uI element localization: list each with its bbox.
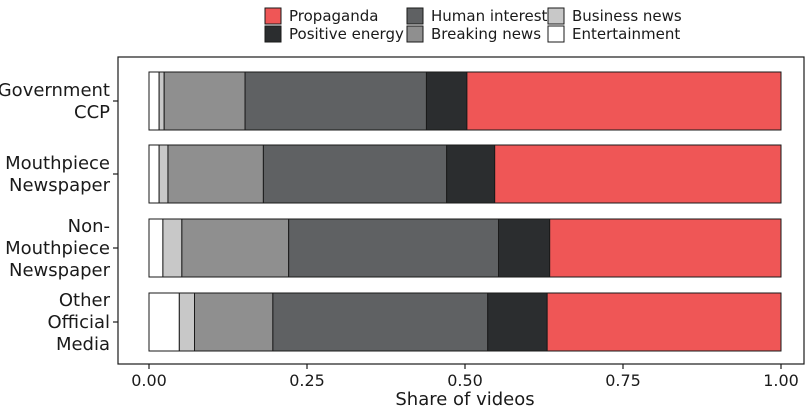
bar-segment — [181, 218, 290, 278]
bar-segment — [158, 71, 165, 131]
x-tick-label: 0.75 — [605, 371, 641, 390]
bar-segment — [148, 144, 160, 204]
bar-segment — [148, 71, 160, 131]
x-tick-label: 0.25 — [289, 371, 325, 390]
category-label: Mouthpiece — [5, 153, 110, 174]
y-axis-categories: GovernmentCCPMouthpieceNewspaperNon-Mout… — [0, 80, 118, 355]
bar-segment — [497, 218, 551, 278]
category-label: Other — [59, 290, 111, 311]
bar-segment — [494, 144, 782, 204]
x-tick-label: 1.00 — [763, 371, 799, 390]
legend-label: Propaganda — [289, 7, 378, 25]
legend-swatch — [547, 25, 565, 43]
bar-segment — [446, 144, 496, 204]
legend-label: Positive energy — [289, 25, 404, 43]
x-axis: 0.00 0.25 0.50 0.75 1.00 — [131, 364, 799, 390]
x-tick-label: 0.50 — [447, 371, 483, 390]
bar-segment — [487, 292, 548, 352]
bar-segment — [425, 71, 468, 131]
category-label: Mouthpiece — [5, 238, 110, 259]
legend-swatch — [406, 7, 424, 25]
legend-label: Business news — [572, 7, 682, 25]
bar-segment — [148, 218, 164, 278]
category-label: Non- — [68, 216, 110, 237]
bar-segment — [288, 218, 499, 278]
legend-label: Human interest — [431, 7, 548, 25]
category-label: CCP — [74, 102, 110, 123]
bar-segment — [262, 144, 448, 204]
bar-segment — [162, 218, 183, 278]
category-label: Newspaper — [9, 260, 111, 281]
bar-segment — [549, 218, 782, 278]
bar-segment — [244, 71, 427, 131]
legend-swatch — [406, 25, 424, 43]
x-tick-label: 0.00 — [131, 371, 167, 390]
category-label: Government — [0, 80, 110, 101]
bar-segment — [148, 292, 180, 352]
bar-segment — [167, 144, 264, 204]
plot-panel — [117, 56, 805, 365]
legend-label: Entertainment — [572, 25, 680, 43]
bar-segment — [158, 144, 169, 204]
x-axis-title: Share of videos — [395, 389, 534, 410]
bar-segment — [178, 292, 196, 352]
bar-group — [148, 71, 782, 352]
bar-segment — [466, 71, 782, 131]
category-label: Newspaper — [9, 175, 111, 196]
legend-label: Breaking news — [431, 25, 541, 43]
bar-segment — [546, 292, 782, 352]
bar-segment — [272, 292, 489, 352]
legend-swatch — [264, 7, 282, 25]
category-label: Media — [56, 334, 110, 355]
bar-segment — [163, 71, 246, 131]
legend-swatch — [547, 7, 565, 25]
legend: Propaganda Human interest Business news Pos… — [264, 7, 682, 43]
bar-segment — [194, 292, 274, 352]
legend-swatch — [264, 25, 282, 43]
category-label: Official — [48, 312, 111, 333]
